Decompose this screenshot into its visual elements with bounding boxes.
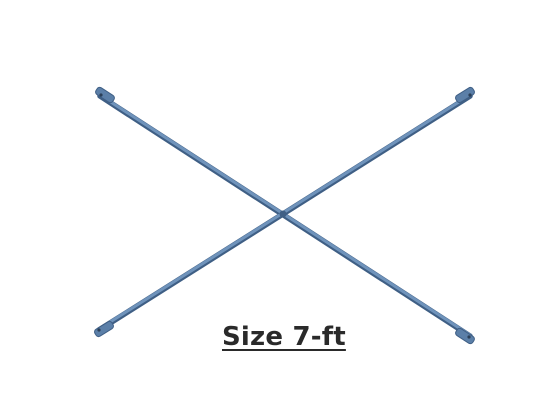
size-label: Size 7-ft (222, 322, 346, 352)
center-pivot-bolt (279, 210, 287, 218)
brace-end-tab-top-left (95, 86, 115, 104)
brace-end-tab-bottom-left (94, 320, 114, 338)
brace-end-tab-top-right (455, 86, 475, 104)
brace-end-tab-bottom-right (455, 327, 475, 345)
